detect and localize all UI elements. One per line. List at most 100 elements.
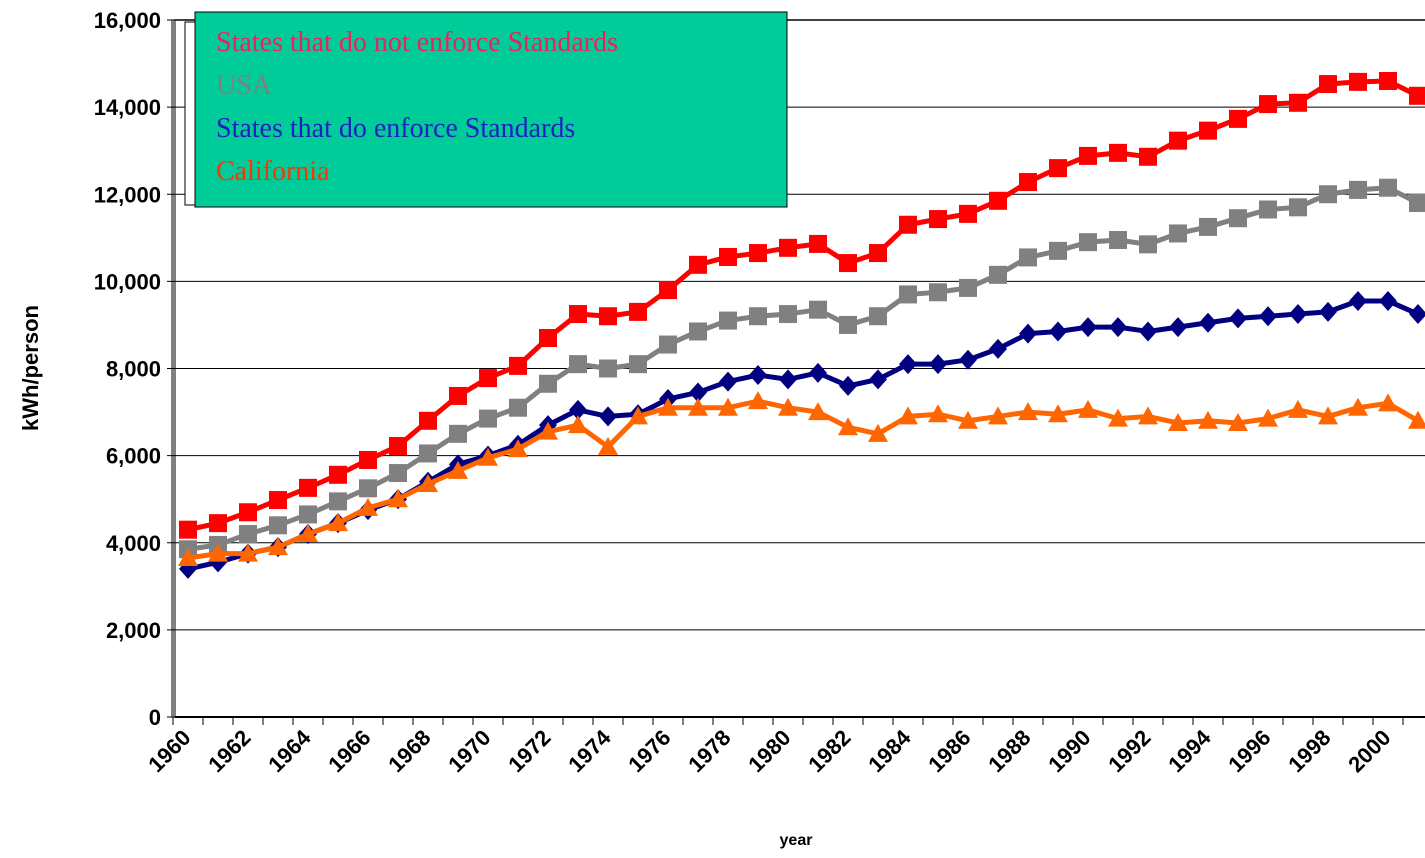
- x-tick-label: 1988: [983, 725, 1035, 777]
- marker: [1169, 131, 1187, 150]
- marker: [899, 285, 917, 304]
- marker: [479, 409, 497, 428]
- marker: [1079, 146, 1097, 165]
- marker: [1139, 235, 1157, 254]
- marker: [479, 369, 497, 388]
- marker: [419, 444, 437, 463]
- marker: [568, 415, 588, 434]
- marker: [238, 543, 258, 562]
- legend-label: California: [216, 156, 330, 187]
- marker: [1379, 178, 1397, 197]
- marker: [269, 491, 287, 510]
- marker: [1229, 209, 1247, 228]
- marker: [898, 406, 918, 425]
- marker: [899, 354, 917, 375]
- marker: [569, 355, 587, 374]
- x-tick-label: 1964: [263, 724, 316, 777]
- y-tick-label: 4,000: [106, 531, 161, 556]
- marker: [988, 406, 1008, 425]
- x-tick-label: 1960: [143, 725, 195, 777]
- marker: [359, 479, 377, 498]
- marker: [869, 307, 887, 326]
- y-tick-label: 8,000: [106, 357, 161, 382]
- marker: [1379, 290, 1397, 311]
- legend-label: States that do enforce Standards: [216, 113, 575, 144]
- marker: [1349, 290, 1367, 311]
- x-tick-label: 1986: [923, 725, 975, 777]
- marker: [809, 362, 827, 383]
- marker: [1108, 408, 1128, 427]
- marker: [989, 338, 1007, 359]
- marker: [928, 404, 948, 423]
- marker: [1109, 143, 1127, 162]
- marker: [1019, 173, 1037, 192]
- x-tick-label: 1984: [863, 724, 916, 777]
- x-tick-label: 1994: [1163, 724, 1216, 777]
- marker: [1049, 241, 1067, 260]
- marker: [749, 307, 767, 326]
- marker: [1199, 312, 1217, 333]
- marker: [779, 238, 797, 257]
- marker: [539, 374, 557, 393]
- x-tick-label: 1976: [623, 725, 675, 777]
- marker: [1229, 308, 1247, 329]
- x-tick-label: 1968: [383, 725, 435, 777]
- marker: [328, 513, 348, 532]
- x-tick-label: 1992: [1103, 725, 1155, 777]
- marker: [1139, 147, 1157, 166]
- marker: [208, 543, 228, 562]
- marker: [839, 375, 857, 396]
- marker: [599, 307, 617, 326]
- x-tick-label: 1972: [503, 725, 555, 777]
- marker: [719, 371, 737, 392]
- y-tick-label: 16,000: [94, 8, 161, 33]
- x-tick-label: 1978: [683, 725, 735, 777]
- marker: [1109, 230, 1127, 249]
- marker: [1348, 397, 1368, 416]
- x-tick-label: 1974: [563, 724, 616, 777]
- y-tick-label: 12,000: [94, 182, 161, 207]
- marker: [1409, 193, 1425, 212]
- marker: [239, 503, 257, 522]
- marker: [1289, 198, 1307, 217]
- marker: [1019, 248, 1037, 267]
- marker: [809, 300, 827, 319]
- marker: [689, 382, 707, 403]
- marker: [958, 410, 978, 429]
- marker: [359, 450, 377, 469]
- marker: [628, 406, 648, 425]
- marker: [1198, 410, 1218, 429]
- y-tick-label: 0: [149, 705, 161, 730]
- marker: [1228, 412, 1248, 431]
- marker: [779, 305, 797, 324]
- x-tick-label: 1966: [323, 725, 375, 777]
- x-tick-label: 1990: [1043, 725, 1095, 777]
- marker: [749, 244, 767, 263]
- marker: [1259, 306, 1277, 327]
- marker: [808, 402, 828, 421]
- marker: [1169, 317, 1187, 338]
- x-tick-label: 2000: [1343, 725, 1395, 777]
- marker: [929, 283, 947, 302]
- marker: [418, 473, 438, 492]
- legend-label: USA: [216, 70, 273, 101]
- y-axis-title: kWh/person: [18, 305, 43, 431]
- marker: [449, 386, 467, 405]
- marker: [959, 278, 977, 297]
- marker: [599, 359, 617, 378]
- marker: [629, 355, 647, 374]
- marker: [538, 421, 558, 440]
- marker: [388, 489, 408, 508]
- marker: [719, 247, 737, 266]
- marker: [389, 437, 407, 456]
- marker: [209, 514, 227, 533]
- marker: [179, 520, 197, 539]
- marker: [1409, 304, 1425, 325]
- marker: [779, 369, 797, 390]
- marker: [1319, 75, 1337, 94]
- marker: [569, 399, 587, 420]
- x-axis-title: year: [780, 832, 813, 849]
- y-tick-label: 14,000: [94, 95, 161, 120]
- marker: [269, 516, 287, 535]
- x-tick-label: 1998: [1283, 725, 1335, 777]
